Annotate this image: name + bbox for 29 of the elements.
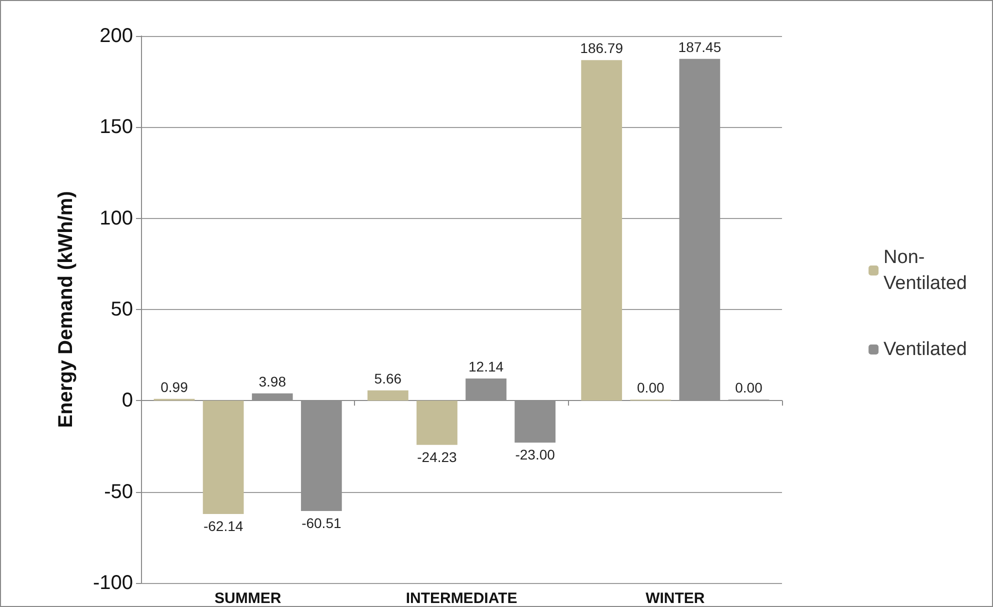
x-tick-label: WINTER	[646, 590, 705, 607]
legend-label: Non-Ventilated	[884, 247, 968, 294]
y-tick-label: 150	[100, 116, 133, 138]
data-label: -24.23	[417, 448, 458, 465]
legend-label: Ventilated	[884, 339, 968, 360]
data-label: 12.14	[468, 358, 504, 375]
y-tick-label: 50	[110, 298, 133, 320]
data-label: 0.00	[637, 380, 664, 396]
bar	[416, 400, 458, 445]
y-tick-label: -50	[104, 480, 133, 503]
data-label: 187.45	[678, 38, 722, 55]
data-label: -62.14	[203, 518, 244, 534]
data-label: 0.99	[160, 378, 188, 395]
y-axis-title: Energy Demand (kWh/m)	[55, 191, 77, 428]
x-tick-label: INTERMEDIATE	[406, 590, 518, 607]
data-label: -60.51	[302, 514, 342, 531]
data-label: 0.00	[735, 380, 763, 396]
bar	[581, 60, 622, 401]
data-label: 5.66	[374, 370, 402, 386]
y-tick-label: 100	[100, 207, 133, 230]
data-label: 3.98	[258, 373, 286, 390]
x-tick-label: SUMMER	[214, 590, 282, 607]
data-label: 186.79	[580, 40, 624, 56]
y-tick-label: 0	[122, 390, 133, 412]
y-tick-label: 200	[100, 25, 133, 47]
bar	[367, 390, 408, 401]
data-label: -23.00	[515, 446, 556, 463]
bar	[202, 400, 244, 514]
y-tick-label: -100	[92, 572, 133, 594]
